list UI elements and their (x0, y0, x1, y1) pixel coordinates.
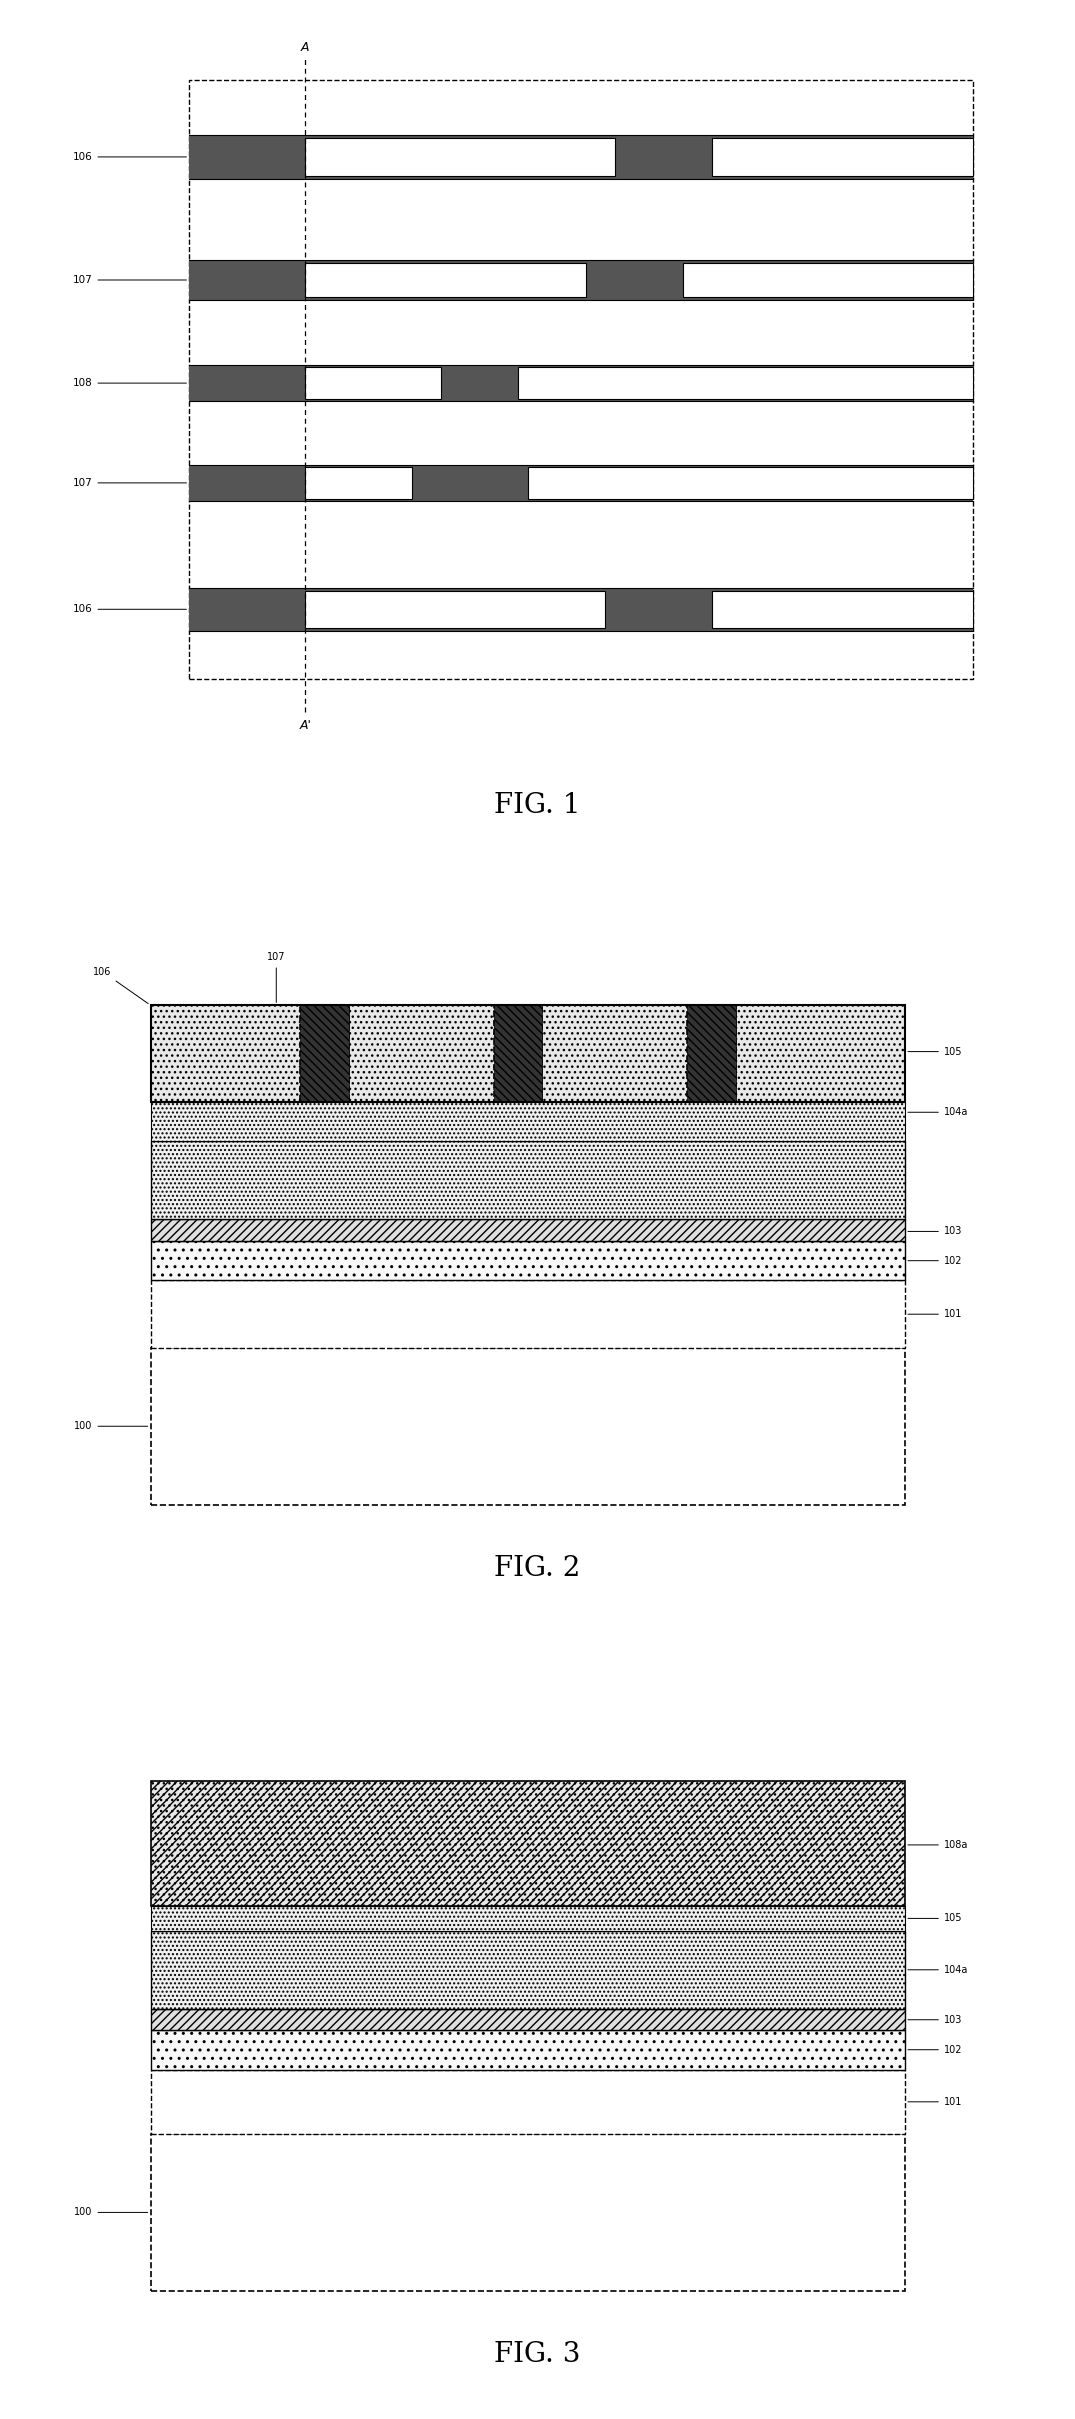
Bar (305, 264, 586, 298)
Bar (518, 368, 973, 399)
Bar (305, 467, 412, 498)
Text: 103: 103 (908, 1226, 962, 1236)
Bar (151, 1101, 905, 1142)
Text: 102: 102 (908, 2044, 962, 2054)
Text: A': A' (299, 718, 312, 733)
Text: FIG. 2: FIG. 2 (494, 1555, 580, 1582)
Bar (494, 1006, 543, 1101)
Bar (151, 2134, 905, 2291)
Bar (189, 365, 973, 402)
Bar (736, 1006, 905, 1101)
Bar (305, 590, 605, 629)
Bar (189, 135, 973, 179)
Bar (151, 1006, 905, 1101)
Bar (305, 368, 441, 399)
Bar (151, 1280, 905, 1347)
Bar (301, 1006, 349, 1101)
Text: 106: 106 (73, 152, 186, 162)
Text: 101: 101 (908, 1309, 962, 1318)
Text: A: A (301, 41, 310, 53)
Bar (528, 467, 973, 498)
Text: 101: 101 (908, 2097, 962, 2107)
Bar (683, 264, 973, 298)
Bar (189, 80, 973, 680)
Text: 107: 107 (73, 276, 186, 285)
Text: FIG. 1: FIG. 1 (494, 793, 580, 820)
Text: 104a: 104a (908, 1964, 969, 1974)
Text: 106: 106 (94, 968, 148, 1004)
Bar (543, 1006, 688, 1101)
Text: 102: 102 (908, 1255, 962, 1265)
Bar (151, 1142, 905, 1219)
Text: 104a: 104a (908, 1108, 969, 1118)
Bar (189, 464, 973, 501)
Text: 108a: 108a (908, 1841, 969, 1851)
Bar (151, 1930, 905, 2010)
Bar (305, 138, 615, 177)
Bar (688, 1006, 736, 1101)
Bar (151, 1780, 905, 1906)
Bar (151, 1347, 905, 1505)
Bar (151, 2030, 905, 2071)
Bar (151, 1241, 905, 1280)
Bar (189, 588, 973, 631)
Bar (189, 261, 973, 300)
Bar (151, 1906, 905, 1930)
Text: FIG. 3: FIG. 3 (494, 2342, 580, 2368)
Bar (151, 1780, 905, 1906)
Bar (349, 1006, 494, 1101)
Text: 108: 108 (73, 377, 186, 387)
Bar (151, 1219, 905, 1241)
Bar (712, 590, 973, 629)
Text: 100: 100 (74, 1422, 147, 1432)
Text: 107: 107 (267, 953, 286, 1001)
Text: 106: 106 (73, 605, 186, 614)
Text: 103: 103 (908, 2015, 962, 2025)
Text: 105: 105 (908, 1047, 962, 1057)
Text: 105: 105 (908, 1913, 962, 1923)
Bar (151, 2071, 905, 2134)
Bar (151, 2010, 905, 2030)
Bar (151, 1006, 300, 1101)
Text: 100: 100 (74, 2209, 147, 2218)
Text: 107: 107 (73, 479, 186, 489)
Bar (712, 138, 973, 177)
